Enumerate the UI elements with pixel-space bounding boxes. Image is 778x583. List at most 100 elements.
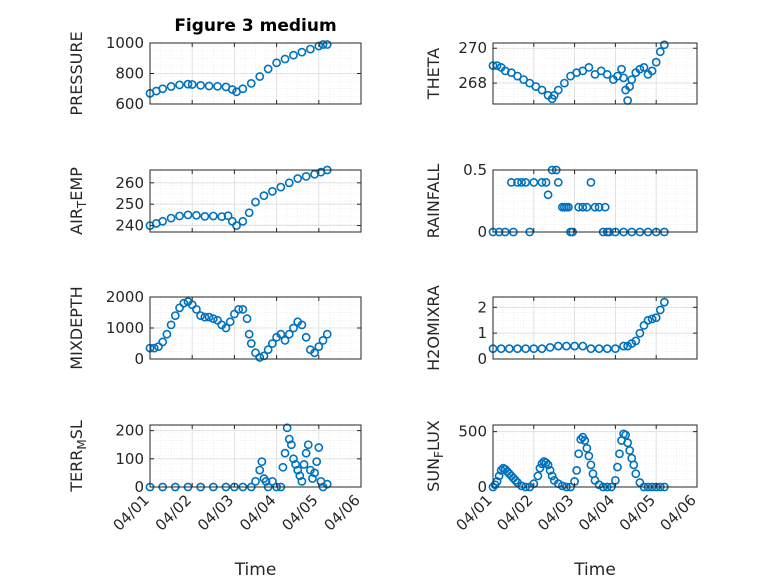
data-point xyxy=(322,329,332,339)
data-point xyxy=(543,190,553,200)
data-point xyxy=(251,197,260,207)
data-point xyxy=(529,344,539,354)
data-point xyxy=(586,344,596,354)
y-tick-label: 0.5 xyxy=(463,161,487,179)
data-point xyxy=(613,462,622,472)
data-point xyxy=(590,202,600,212)
y-axis-label: THETA xyxy=(424,48,443,100)
data-point xyxy=(629,460,639,470)
data-point xyxy=(282,423,292,433)
panel-rainfall: 0 0.5 RAINFALL xyxy=(424,161,698,241)
data-point xyxy=(293,465,303,475)
y-tick-label: 270 xyxy=(458,39,487,57)
data-point xyxy=(651,57,661,67)
data-point xyxy=(570,341,579,351)
data-point xyxy=(297,47,307,57)
data-point xyxy=(196,311,206,320)
data-point xyxy=(259,191,269,201)
y-axis-label: SUNFLUX xyxy=(424,420,446,492)
data-point xyxy=(655,47,665,57)
data-point xyxy=(175,211,184,221)
data-point xyxy=(314,443,324,452)
data-point xyxy=(578,341,588,351)
data-point xyxy=(149,343,159,353)
data-point xyxy=(619,341,628,351)
chart-title: Figure 3 medium xyxy=(174,16,336,36)
data-point xyxy=(615,449,624,459)
data-point xyxy=(162,329,172,339)
data-point xyxy=(659,297,669,307)
data-point xyxy=(517,177,526,187)
data-point xyxy=(170,311,180,320)
data-point xyxy=(196,80,206,90)
data-point xyxy=(543,460,553,470)
data-point xyxy=(594,202,604,212)
data-point xyxy=(564,202,573,212)
data-point xyxy=(557,481,567,491)
data-point xyxy=(517,481,526,491)
data-point xyxy=(643,315,653,325)
y-tick-label: 0 xyxy=(477,478,487,496)
data-point xyxy=(280,448,290,458)
data-point xyxy=(263,64,273,74)
axes-box xyxy=(149,169,362,233)
data-point xyxy=(297,476,307,486)
data-point xyxy=(541,458,551,468)
y-tick-label: 1000 xyxy=(106,319,144,337)
data-point xyxy=(166,82,176,91)
data-point xyxy=(192,304,201,314)
data-point xyxy=(291,460,300,469)
data-point xyxy=(578,202,588,212)
data-point xyxy=(318,335,328,345)
x-axis-label: Time xyxy=(234,560,277,580)
data-point xyxy=(535,463,545,473)
data-point xyxy=(625,446,635,455)
data-point xyxy=(158,337,168,347)
data-point xyxy=(647,314,657,324)
axes-box xyxy=(492,42,698,105)
data-point xyxy=(586,460,596,470)
data-point xyxy=(255,72,265,81)
data-point xyxy=(635,64,645,74)
data-point xyxy=(310,348,319,358)
y-tick-label: 0 xyxy=(134,350,144,368)
y-tick-label: 260 xyxy=(115,174,144,192)
data-point xyxy=(617,64,626,74)
y-axis-label: RAINFALL xyxy=(424,164,443,239)
data-point xyxy=(261,476,271,486)
data-point xyxy=(208,211,218,221)
data-point xyxy=(278,462,288,472)
data-point xyxy=(541,177,551,187)
data-point xyxy=(582,202,592,212)
axes-box xyxy=(492,296,698,360)
data-point xyxy=(574,202,584,212)
data-point xyxy=(200,211,210,221)
data-point xyxy=(553,85,563,95)
data-point xyxy=(200,312,210,322)
data-point xyxy=(301,448,311,458)
data-point xyxy=(305,44,315,54)
data-point xyxy=(602,69,612,79)
data-point xyxy=(576,434,586,444)
data-point xyxy=(594,344,604,354)
data-point xyxy=(166,213,176,223)
data-point xyxy=(295,471,305,481)
data-point xyxy=(267,339,277,348)
data-point xyxy=(562,341,571,351)
data-point xyxy=(175,80,184,90)
data-point xyxy=(659,40,669,50)
data-point xyxy=(553,177,563,187)
y-axis-label: AIRTEMP xyxy=(67,167,89,235)
data-point xyxy=(584,63,594,72)
data-point xyxy=(223,211,233,221)
data-point xyxy=(521,177,531,187)
data-point xyxy=(322,40,332,49)
data-point xyxy=(244,329,254,339)
data-point xyxy=(655,305,665,315)
data-point xyxy=(183,79,193,89)
data-point xyxy=(238,216,248,226)
data-point xyxy=(204,81,214,91)
data-point xyxy=(257,457,267,467)
y-axis-label: H2OMIXRA xyxy=(424,285,443,371)
